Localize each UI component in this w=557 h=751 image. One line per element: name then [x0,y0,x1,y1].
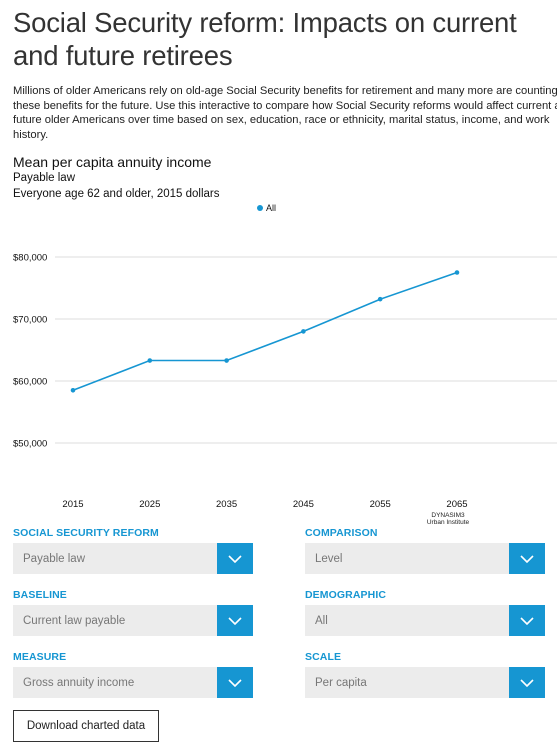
measure-value: Gross annuity income [23,676,135,689]
intro-line: future older Americans over time based o… [13,114,550,126]
reform-label: SOCIAL SECURITY REFORM [13,527,159,539]
source-org: Urban Institute [426,519,470,526]
y-tick-label: $60,000 [13,377,47,388]
comparison-select[interactable]: Level [305,543,545,574]
download-data-button[interactable]: Download charted data [13,710,159,742]
chevron-down-icon[interactable] [509,543,545,574]
chart-subtitle-law: Payable law [13,172,76,184]
intro-line: these benefits for the future. Use this … [13,99,557,112]
data-point [377,296,383,302]
scale-value: Per capita [315,676,367,689]
legend-label-all: All [266,203,277,213]
line-chart: $50,000 $60,000 $70,000 $80,000 2015 2025 2035… [13,253,557,510]
measure-select[interactable]: Gross annuity income [13,667,253,698]
x-tick-label: 2035 [216,499,237,510]
x-tick-label: 2045 [293,499,314,510]
data-point [301,329,306,334]
demographic-label: DEMOGRAPHIC [305,589,387,601]
x-tick-label: 2025 [139,499,160,510]
chevron-down-icon[interactable] [509,605,545,636]
chart-subtitle-population: Everyone age 62 and older, 2015 dollars [13,188,220,200]
legend-marker [257,205,263,211]
chevron-down-icon[interactable] [217,543,253,574]
y-tick-label: $50,000 [13,439,47,450]
chevron-down-icon[interactable] [217,667,253,698]
x-tick-label: 2055 [370,499,391,510]
intro-line: history. [13,128,49,141]
scale-select[interactable]: Per capita [305,667,545,698]
y-tick-label: $70,000 [13,315,47,326]
comparison-value: Level [315,552,343,565]
comparison-label: COMPARISON [305,527,378,539]
x-tick-label: 2065 [446,499,467,510]
chart-source: DYNASIM3 Urban Institute [418,512,478,526]
data-point [454,270,460,275]
demographic-value: All [315,614,328,627]
series-line-all [72,271,458,392]
y-tick-label: $80,000 [13,253,47,264]
reform-value: Payable law [23,552,86,565]
page-title-line2: and future retirees [13,40,233,71]
x-tick-label: 2015 [62,499,83,510]
chart-legend[interactable]: All [257,203,276,213]
data-point [147,358,153,363]
measure-label: MEASURE [13,651,67,663]
data-point [224,358,229,363]
chart-title: Mean per capita annuity income [13,154,212,170]
baseline-select[interactable]: Current law payable [13,605,253,636]
chevron-down-icon[interactable] [217,605,253,636]
scale-label: SCALE [305,651,342,663]
baseline-value: Current law payable [23,614,126,627]
page-title: Social Security reform: Impacts on curre… [13,6,557,72]
source-model: DYNASIM3 [431,512,465,519]
chevron-down-icon[interactable] [509,667,545,698]
page-title-line1: Social Security reform: Impacts on curre… [13,7,517,38]
intro-line: Millions of older Americans rely on old-… [13,85,557,97]
data-point [70,388,76,393]
intro-text: Millions of older Americans rely on old-… [13,84,557,142]
reform-select[interactable]: Payable law [13,543,253,574]
baseline-label: BASELINE [13,589,67,601]
demographic-select[interactable]: All [305,605,545,636]
